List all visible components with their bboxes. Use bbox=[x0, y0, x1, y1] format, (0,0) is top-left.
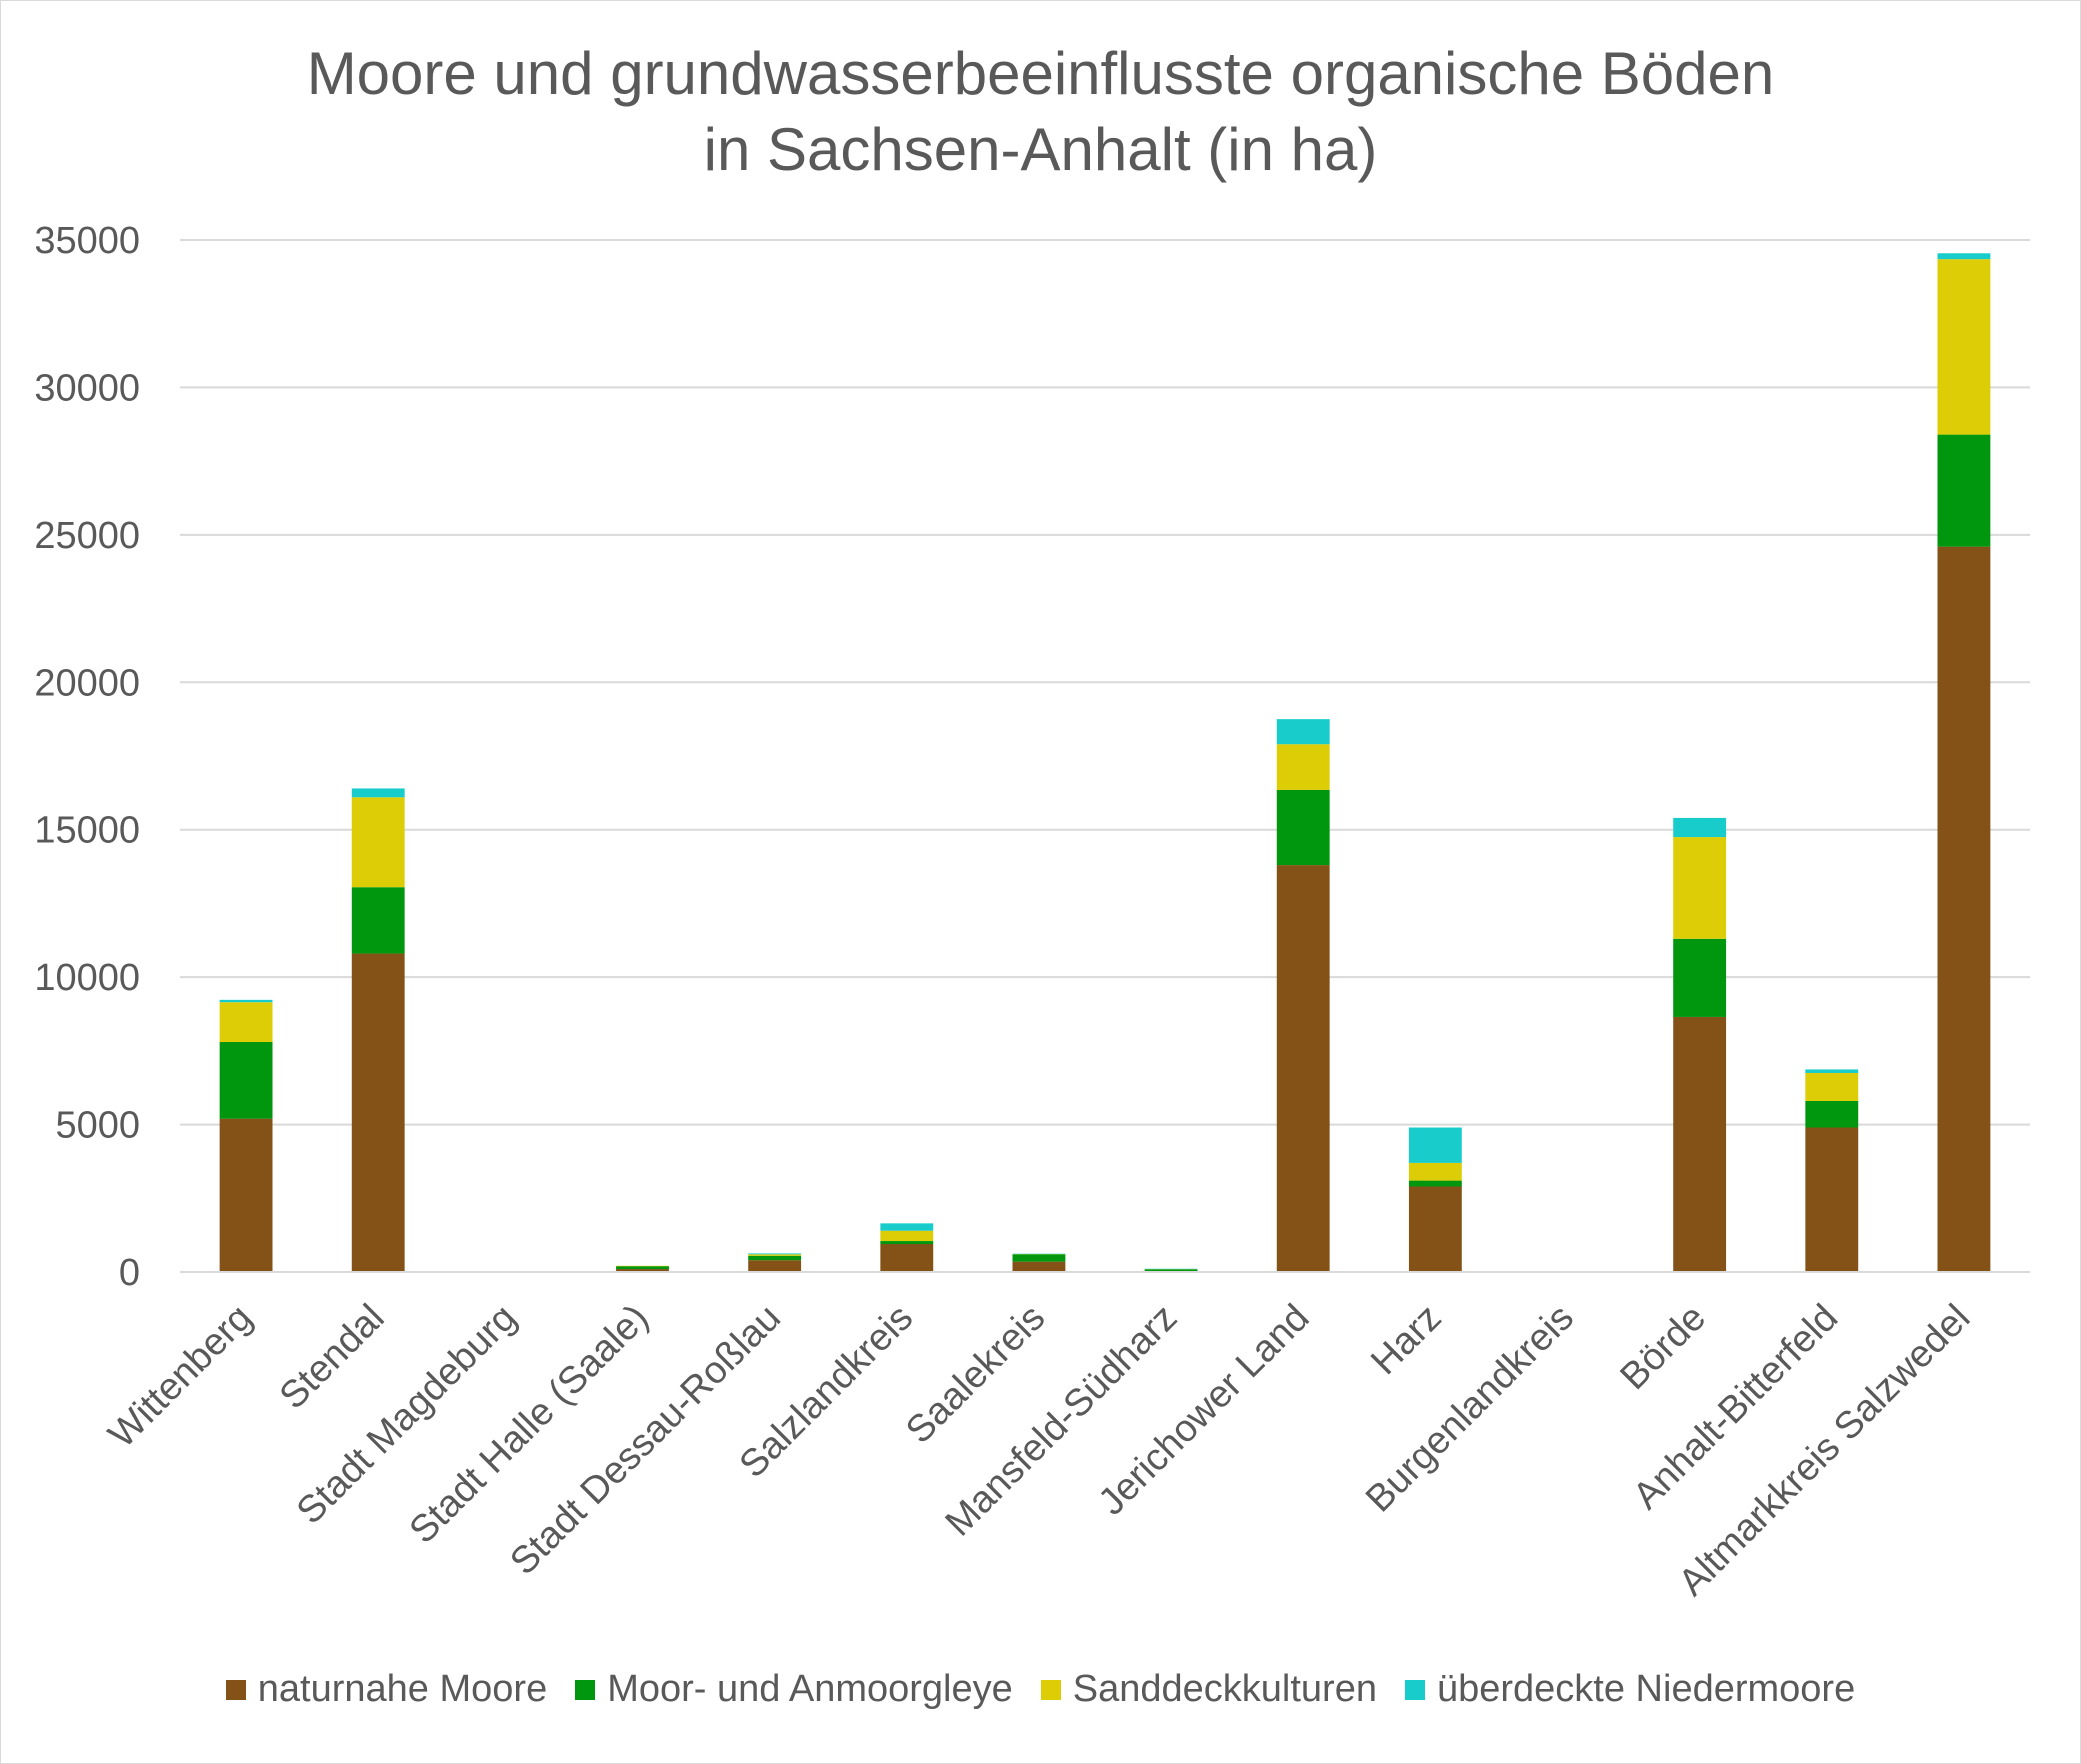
legend-item: überdeckte Niedermoore bbox=[1404, 1668, 1856, 1711]
bar-saalekreis-series-0 bbox=[1012, 1261, 1066, 1272]
x-tick-label: Stadt Dessau-Roßlau bbox=[502, 1297, 789, 1584]
legend-label: Moor- und Anmoorgleye bbox=[607, 1668, 1013, 1710]
bar-salzlandkreis-series-2 bbox=[880, 1230, 934, 1242]
bar-altmarkkreis-salzwedel-series-2 bbox=[1937, 259, 1991, 435]
y-tick-label: 30000 bbox=[34, 367, 140, 409]
bar-jerichower-land-series-3 bbox=[1276, 719, 1330, 745]
bar-salzlandkreis-series-3 bbox=[880, 1223, 934, 1231]
bar-salzlandkreis-series-0 bbox=[880, 1243, 934, 1272]
bar-mansfeld-s-dharz-series-1 bbox=[1144, 1269, 1198, 1272]
y-tick-label: 0 bbox=[119, 1252, 140, 1294]
bar-stadt-dessau-ro-lau-series-2 bbox=[748, 1254, 802, 1256]
legend: naturnahe Moore Moor- und Anmoorgleye Sand… bbox=[0, 1668, 2081, 1711]
bar-stadt-dessau-ro-lau-series-3 bbox=[748, 1253, 802, 1255]
bar-stadt-dessau-ro-lau-series-0 bbox=[748, 1260, 802, 1272]
y-tick-label: 35000 bbox=[34, 220, 140, 262]
bar-stadt-halle-saale-series-0 bbox=[616, 1269, 669, 1272]
bar-jerichower-land-series-2 bbox=[1276, 744, 1330, 790]
bar-stadt-halle-saale-series-1 bbox=[616, 1266, 669, 1270]
bar-altmarkkreis-salzwedel-series-0 bbox=[1937, 546, 1991, 1272]
legend-label: Sanddeckkulturen bbox=[1072, 1668, 1377, 1710]
gridlines bbox=[180, 239, 2030, 1126]
bar-wittenberg-series-2 bbox=[219, 1002, 273, 1043]
y-axis-ticks: 0 5000 10000 15000 20000 25000 30000 35000 bbox=[34, 220, 140, 1294]
legend-item: Sanddeckkulturen bbox=[1040, 1668, 1377, 1711]
chart-title: Moore und grundwasserbeeinflusste organi… bbox=[306, 40, 1775, 107]
legend-swatch bbox=[1404, 1679, 1425, 1700]
bar-anhalt-bitterfeld-series-3 bbox=[1805, 1069, 1859, 1073]
bar-b-rde-series-0 bbox=[1673, 1016, 1727, 1272]
bar-wittenberg-series-1 bbox=[219, 1042, 273, 1119]
bar-jerichower-land-series-1 bbox=[1276, 789, 1330, 866]
bar-stendal-series-2 bbox=[351, 797, 405, 888]
x-tick-label: Harz bbox=[1363, 1297, 1449, 1383]
x-tick-label: Mansfeld-Südharz bbox=[938, 1297, 1186, 1545]
y-tick-label: 20000 bbox=[34, 662, 140, 704]
bar-b-rde-series-2 bbox=[1673, 837, 1727, 939]
bar-mansfeld-s-dharz-series-3 bbox=[1144, 1268, 1198, 1270]
bar-anhalt-bitterfeld-series-0 bbox=[1805, 1127, 1859, 1272]
bar-saalekreis-series-3 bbox=[1012, 1253, 1066, 1255]
legend-label: überdeckte Niedermoore bbox=[1436, 1668, 1856, 1710]
legend-item: Moor- und Anmoorgleye bbox=[575, 1668, 1013, 1711]
legend-item: naturnahe Moore bbox=[225, 1668, 548, 1711]
bar-jerichower-land-series-0 bbox=[1276, 865, 1330, 1272]
bar-wittenberg-series-0 bbox=[219, 1118, 273, 1272]
x-tick-label: Börde bbox=[1613, 1297, 1714, 1398]
bar-stendal-series-3 bbox=[351, 788, 405, 798]
bar-salzlandkreis-series-1 bbox=[880, 1241, 934, 1244]
bar-altmarkkreis-salzwedel-series-1 bbox=[1937, 434, 1991, 547]
bar-harz-series-2 bbox=[1408, 1162, 1462, 1181]
bar-wittenberg-series-3 bbox=[219, 999, 273, 1003]
chart-subtitle: in Sachsen-Anhalt (in ha) bbox=[703, 116, 1378, 183]
chart-title-block: Moore und grundwasserbeeinflusste organi… bbox=[0, 36, 2081, 188]
x-tick-label: Wittenberg bbox=[101, 1297, 261, 1457]
x-tick-label: Stadt Halle (Saale) bbox=[402, 1297, 657, 1552]
bar-b-rde-series-3 bbox=[1673, 817, 1727, 838]
bar-harz-series-3 bbox=[1408, 1127, 1462, 1163]
bar-b-rde-series-1 bbox=[1673, 938, 1727, 1017]
x-tick-label: Stendal bbox=[272, 1297, 393, 1418]
y-tick-label: 25000 bbox=[34, 515, 140, 557]
bar-anhalt-bitterfeld-series-1 bbox=[1805, 1100, 1859, 1128]
y-tick-label: 10000 bbox=[34, 957, 140, 999]
bar-stendal-series-1 bbox=[351, 887, 405, 954]
bar-harz-series-0 bbox=[1408, 1186, 1462, 1272]
bar-harz-series-1 bbox=[1408, 1180, 1462, 1187]
bar-saalekreis-series-2 bbox=[1012, 1254, 1066, 1255]
bar-mansfeld-s-dharz-series-2 bbox=[1144, 1269, 1198, 1270]
bar-anhalt-bitterfeld-series-2 bbox=[1805, 1072, 1859, 1101]
legend-swatch bbox=[1040, 1679, 1061, 1700]
bar-saalekreis-series-1 bbox=[1012, 1254, 1066, 1262]
legend-label: naturnahe Moore bbox=[257, 1668, 548, 1710]
bar-altmarkkreis-salzwedel-series-3 bbox=[1937, 253, 1991, 260]
legend-swatch bbox=[225, 1679, 246, 1700]
bars bbox=[219, 253, 1991, 1272]
x-tick-label: Stadt Magdeburg bbox=[289, 1297, 525, 1533]
y-tick-label: 15000 bbox=[34, 810, 140, 852]
bar-stadt-dessau-ro-lau-series-1 bbox=[748, 1255, 802, 1261]
bar-stendal-series-0 bbox=[351, 953, 405, 1272]
y-tick-label: 5000 bbox=[55, 1105, 140, 1147]
bar-stadt-halle-saale-series-2 bbox=[616, 1265, 669, 1267]
legend-swatch bbox=[575, 1679, 596, 1700]
